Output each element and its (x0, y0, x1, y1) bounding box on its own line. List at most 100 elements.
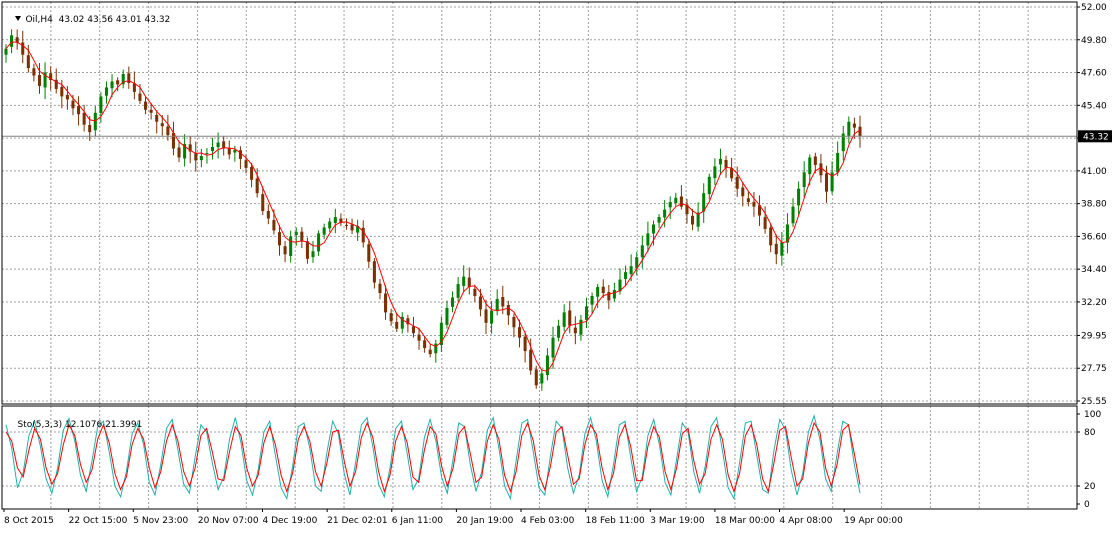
candle-body (266, 211, 270, 219)
candle-body (116, 80, 120, 85)
candle-body (629, 266, 633, 275)
candle-body (199, 155, 203, 161)
chart-header: Oil,H4 43.02 43.56 43.01 43.32 (4, 5, 170, 35)
candle-body (635, 257, 639, 269)
candle-body (579, 319, 583, 335)
candle-body (272, 220, 276, 231)
symbol-label: Oil,H4 (25, 15, 53, 25)
candle-body (791, 206, 795, 224)
candle-body (333, 217, 337, 223)
candle-body (372, 261, 376, 283)
candle-body (612, 290, 616, 299)
candle-body (858, 126, 862, 137)
candle-body (216, 142, 220, 148)
candle-body (668, 202, 672, 208)
candle-body (590, 295, 594, 305)
candle-body (49, 73, 53, 80)
candle-body (478, 296, 482, 310)
candle-body (305, 241, 309, 259)
candle-body (261, 194, 265, 212)
candle-body (584, 306, 589, 320)
y-tick-label: 32.20 (1081, 298, 1107, 308)
oscillator-header: Sto(5,3,3) 12.1076 21.3991 (6, 410, 142, 440)
candle-body (607, 292, 611, 301)
candle-body (104, 87, 108, 96)
quote-values: 43.02 43.56 43.01 43.32 (58, 15, 171, 25)
candle-body (138, 93, 142, 101)
candle-body (423, 340, 427, 349)
candle-body (439, 322, 443, 346)
y-tick-label: 36.60 (1081, 232, 1107, 242)
moving-average-path (5, 41, 861, 372)
candle-body (490, 310, 494, 324)
candle-body (813, 156, 817, 165)
candle-body (171, 132, 175, 149)
candle-body (21, 42, 25, 55)
candle-body (339, 218, 343, 223)
candle-body (707, 176, 711, 195)
triangle-down-icon[interactable] (15, 16, 22, 21)
candle-body (132, 83, 136, 92)
candle-body (819, 163, 823, 176)
candle-body (144, 101, 148, 110)
candle-body (395, 321, 399, 329)
candle-body (205, 152, 209, 154)
oscillator-main-value: 12.1076 (65, 420, 103, 430)
x-tick-label: 4 Dec 19:00 (263, 516, 318, 526)
candle-body (517, 327, 522, 338)
candle-body (127, 73, 131, 83)
candle-body (60, 86, 64, 97)
stochastic-series (5, 414, 861, 501)
candle-body (99, 96, 103, 114)
candle-body (752, 201, 756, 207)
candle-body (322, 227, 326, 235)
candle-body (155, 114, 159, 122)
candle-body (389, 313, 393, 322)
stoch-tick-label: 0 (1084, 500, 1090, 510)
candle-body (663, 209, 667, 218)
x-tick-label: 22 Oct 15:00 (69, 516, 128, 526)
candle-body (735, 176, 739, 189)
stoch-tick-label: 100 (1084, 410, 1101, 420)
candle-body (417, 334, 421, 341)
candle-body (730, 168, 734, 179)
candle-body (4, 48, 8, 55)
candle-body (227, 148, 231, 155)
oscillator-signal-value: 21.3991 (105, 420, 143, 430)
candle-body (841, 133, 845, 152)
x-tick-label: 6 Jan 11:00 (392, 516, 444, 526)
candle-body (746, 198, 750, 203)
y-tick-label: 41.00 (1081, 167, 1107, 177)
candle-body (830, 172, 834, 192)
candle-body (596, 287, 600, 297)
candle-body (674, 197, 678, 204)
main-pane-frame (1, 1, 1078, 405)
candle-body (32, 68, 36, 76)
candle-body (551, 337, 555, 358)
candle-body (222, 141, 226, 149)
candle-body (451, 297, 455, 307)
axis-layer: 52.0049.8047.6045.4043.2041.0038.8036.60… (2, 3, 1112, 526)
candlestick-series (4, 29, 862, 391)
candle-body (378, 283, 382, 294)
candle-body (350, 224, 354, 231)
candle-body (188, 144, 192, 152)
candle-body (37, 74, 42, 86)
candle-body (685, 204, 689, 215)
candle-body (311, 251, 315, 258)
candle-body (624, 272, 628, 279)
y-tick-label: 34.40 (1081, 265, 1107, 275)
x-tick-label: 19 Apr 00:00 (844, 516, 903, 526)
candle-body (177, 147, 181, 158)
candle-body (300, 231, 304, 241)
candle-body (445, 307, 449, 325)
candle-body (210, 147, 215, 152)
candle-body (344, 224, 349, 226)
candle-body (523, 336, 527, 352)
candle-body (540, 373, 544, 384)
x-tick-label: 3 Mar 19:00 (650, 516, 705, 526)
x-tick-label: 4 Apr 08:00 (780, 516, 833, 526)
x-tick-label: 4 Feb 03:00 (521, 516, 575, 526)
candle-body (824, 173, 829, 192)
